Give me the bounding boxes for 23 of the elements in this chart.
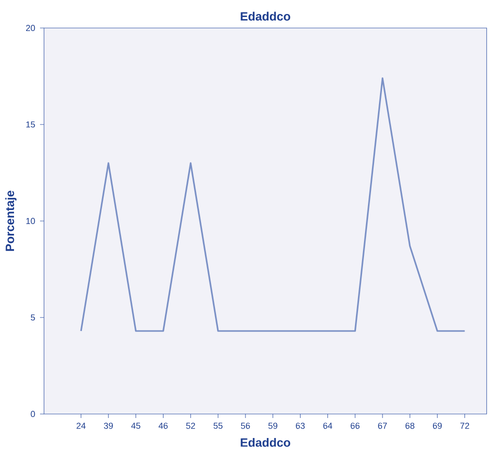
x-tick-label: 24 [76, 422, 86, 429]
x-tick-label: 67 [378, 422, 387, 429]
x-tick-label: 69 [432, 422, 442, 429]
y-tick-label: 5 [30, 314, 35, 321]
x-tick-label: 66 [350, 422, 360, 429]
x-axis-title: Edaddco [240, 438, 290, 447]
x-tick-label: 56 [241, 422, 250, 429]
x-tick-label: 45 [131, 422, 140, 429]
y-tick-label: 0 [30, 410, 35, 418]
x-tick-label: 72 [460, 422, 470, 429]
y-tick-label: 20 [26, 24, 35, 32]
y-tick-label: 10 [26, 218, 35, 224]
x-tick-label: 68 [406, 422, 414, 429]
x-tick-label: 63 [296, 422, 305, 429]
x-tick-label: 52 [186, 422, 196, 429]
x-tick-label: 59 [268, 422, 278, 429]
x-tick-label: 39 [104, 422, 113, 429]
chart-title: Edaddco [240, 12, 290, 21]
y-axis-title: Porcentaje [5, 190, 16, 251]
y-tick-label: 15 [26, 121, 35, 128]
x-tick-label: 64 [323, 422, 332, 429]
x-tick-label: 55 [214, 422, 223, 429]
x-tick-label: 46 [158, 422, 168, 429]
